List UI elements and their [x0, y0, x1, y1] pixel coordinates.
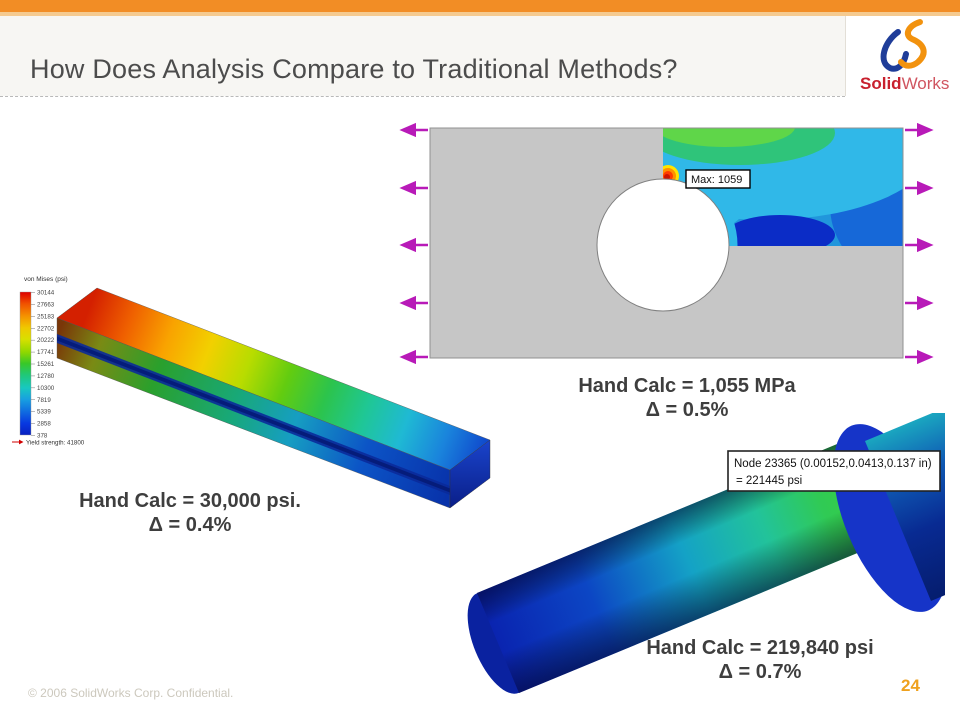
shaft-hand-calc-line1: Hand Calc = 219,840 psi	[646, 637, 874, 659]
legend-ticks: 30144 27663 25183 22702 20222 17741 15261 12780…	[31, 290, 55, 440]
node-label-line1: Node 23365 (0.00152,0.0413,0.137 in)	[734, 458, 932, 470]
legend-tick-value: 15261	[37, 361, 55, 368]
top-accent-strip	[0, 12, 960, 16]
beam-neutral-axis-core	[57, 336, 450, 493]
plate-fea-figure: Max: 1059	[399, 122, 934, 365]
node-annotation: Node 23365 (0.00152,0.0413,0.137 in) = 2…	[727, 450, 941, 492]
legend-tick-value: 378	[37, 433, 48, 440]
legend-title: von Mises (psi)	[24, 276, 68, 283]
shaft-hand-calc-line2: Δ = 0.7%	[718, 661, 802, 683]
beam-right-cap	[449, 439, 491, 509]
slide-header: How Does Analysis Compare to Traditional…	[0, 16, 845, 96]
plate-hand-calc-line1: Hand Calc = 1,055 MPa	[578, 375, 796, 397]
legend-colorbar	[19, 291, 32, 436]
top-accent-bar	[0, 0, 960, 12]
max-label: Max: 1059	[691, 174, 742, 186]
page-title: How Does Analysis Compare to Traditional…	[30, 54, 678, 84]
max-annotation: Max: 1059	[685, 169, 751, 189]
legend-tick-value: 27663	[37, 301, 55, 308]
legend-tick-value: 30144	[37, 290, 55, 297]
plate-stress-contour	[663, 128, 903, 246]
legend-tick-value: 5339	[37, 409, 51, 416]
page-number: 24	[901, 676, 920, 695]
legend-tick-value: 7819	[37, 397, 51, 404]
plate-hand-calc: Hand Calc = 1,055 MPa Δ = 0.5%	[527, 374, 847, 422]
legend-tick-value: 25183	[37, 313, 55, 320]
beam-hand-calc-line2: Δ = 0.4%	[148, 514, 232, 536]
legend-tick-value: 2858	[37, 421, 51, 428]
plate-hole	[596, 178, 730, 312]
beam-hand-calc-line1: Hand Calc = 30,000 psi.	[79, 490, 301, 512]
wordmark-solid: Solid	[860, 74, 902, 93]
header-separator	[0, 96, 845, 97]
shaft-fea-figure: Node 23365 (0.00152,0.0413,0.137 in) = 2…	[467, 413, 945, 694]
yield-label: Yield strength: 41800	[26, 440, 85, 447]
legend-tick-value: 10300	[37, 385, 55, 392]
solidworks-wordmark: SolidWorks	[860, 74, 949, 94]
legend-tick-value: 17741	[37, 349, 55, 356]
beam-hand-calc: Hand Calc = 30,000 psi. Δ = 0.4%	[40, 489, 340, 537]
legend-tick-value: 22702	[37, 325, 55, 332]
beam-fea-figure: von Mises (psi) 30144 27663 25183 22702 2022…	[12, 276, 491, 509]
yield-strength-marker: Yield strength: 41800	[12, 440, 85, 447]
beam-model	[56, 287, 491, 509]
wordmark-works: Works	[901, 74, 950, 93]
ds-logo-icon	[880, 19, 927, 72]
copyright-footer: © 2006 SolidWorks Corp. Confidential.	[28, 686, 234, 700]
plate-hand-calc-line2: Δ = 0.5%	[645, 399, 729, 421]
legend-tick-value: 20222	[37, 337, 55, 344]
load-arrows	[399, 122, 934, 365]
stress-legend: von Mises (psi) 30144 27663 25183 22702 2022…	[12, 276, 85, 447]
shaft-hand-calc: Hand Calc = 219,840 psi Δ = 0.7%	[600, 636, 920, 684]
yield-arrow-icon	[19, 439, 24, 445]
solidworks-logo: SolidWorks	[845, 16, 960, 96]
node-label-line2: = 221445 psi	[736, 475, 802, 487]
legend-tick-value: 12780	[37, 373, 55, 380]
